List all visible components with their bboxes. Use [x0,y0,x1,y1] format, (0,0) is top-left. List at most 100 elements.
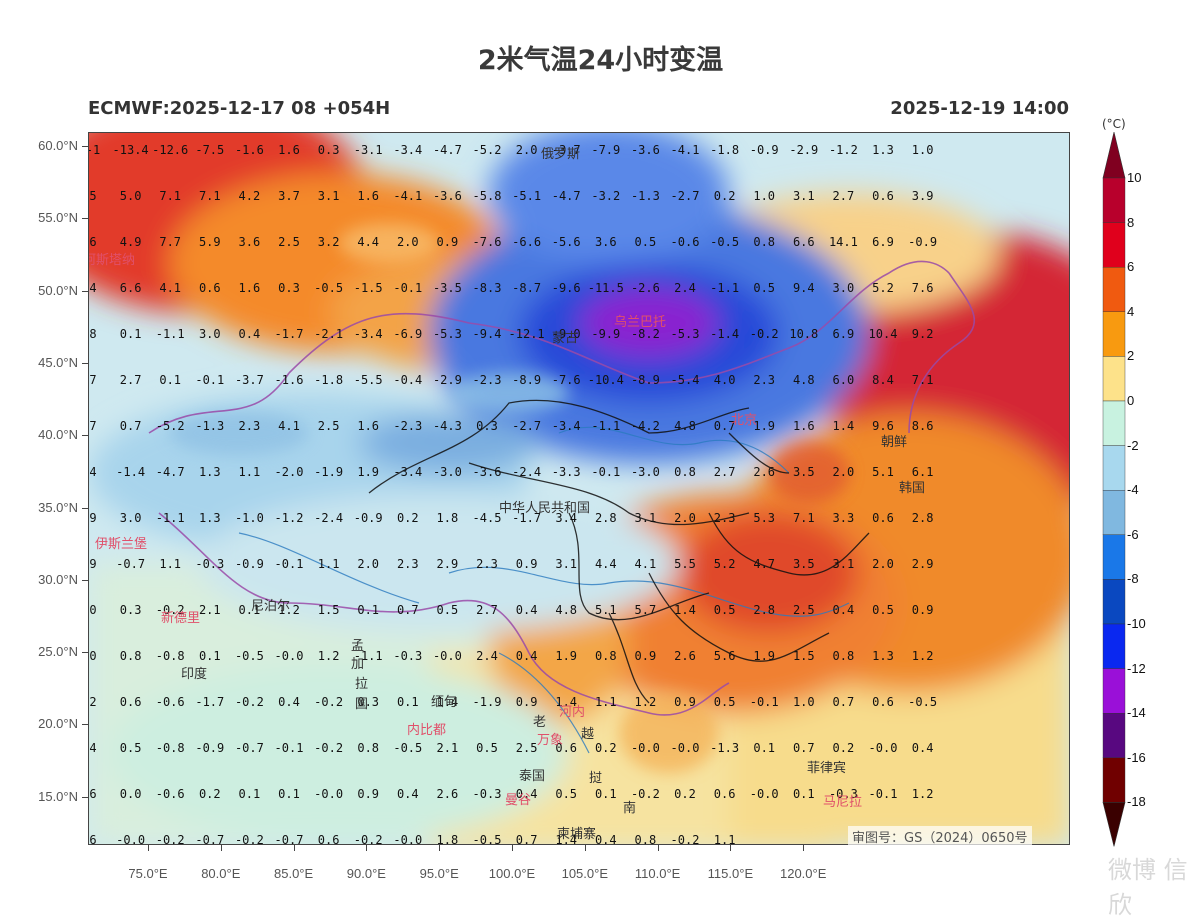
grid-value: -0.0 [116,833,146,845]
grid-value: 0.5 [436,603,459,617]
place-label: 韩国 [899,481,926,496]
grid-value: -0.2 [353,833,383,845]
grid-value: 2.8 [753,603,776,617]
grid-value: -9.0 [551,327,581,341]
map-base-layer [89,133,1069,844]
grid-value: 2.6 [436,787,459,801]
grid-value: -0.9 [749,143,779,157]
grid-value: 4.8 [792,373,815,387]
colorbar-label: -12 [1127,660,1146,676]
grid-value: 6 [89,787,97,801]
latitude-label: 20.0°N [38,716,78,732]
grid-value: 6 [89,833,97,845]
latitude-tick [82,146,88,147]
grid-value: 0.0 [119,787,142,801]
grid-value: -3.5 [432,281,462,295]
grid-value: 4.4 [594,557,617,571]
grid-value: -1.7 [195,695,225,709]
grid-value: 0.9 [515,695,538,709]
grid-value: -1.8 [710,143,740,157]
place-label: 泰国 [519,769,546,784]
grid-value: 7.7 [159,235,182,249]
grid-value: 8 [89,327,97,341]
colorbar-segment [1102,579,1126,625]
init-time-label: ECMWF:2025-12-17 08 +054H [88,98,391,119]
grid-value: 2.3 [396,557,419,571]
grid-value: 0.1 [119,327,142,341]
grid-value: -0.9 [908,235,938,249]
grid-value: 6 [89,235,97,249]
colorbar-segment [1102,534,1126,580]
grid-value: 8.6 [911,419,934,433]
grid-value: 1.4 [832,419,855,433]
grid-value: 5.2 [872,281,894,295]
grid-value: 0.7 [119,419,142,433]
latitude-label: 25.0°N [38,644,78,660]
grid-value: 1.0 [911,143,934,157]
grid-value: 0.4 [278,695,300,709]
grid-value: -0.5 [710,235,740,249]
colorbar-label: -16 [1127,749,1146,765]
colorbar-segment [1102,490,1126,536]
place-label: 北京 [731,413,758,428]
grid-value: 0.5 [476,741,498,755]
grid-value: -7.6 [472,235,502,249]
place-label: 内比都 [407,723,447,738]
grid-value: 1.6 [357,189,380,203]
grid-value: 2.7 [476,603,498,617]
place-label: 马尼拉 [823,795,863,810]
grid-value: -0.7 [116,557,146,571]
grid-value: -11.5 [587,281,624,295]
grid-value: -0.1 [591,465,621,479]
grid-value: 3.3 [832,511,855,525]
grid-value: 0.5 [119,741,142,755]
grid-value: -0.2 [155,603,185,617]
grid-value: 2.1 [436,741,459,755]
place-label: 印度 [181,667,208,682]
grid-value: -1.8 [314,373,344,387]
grid-value: -0.9 [234,557,264,571]
grid-value: -0.2 [234,833,264,845]
grid-value: 0.8 [674,465,696,479]
grid-value: 0.4 [515,787,538,801]
grid-value: -8.2 [630,327,660,341]
grid-value: 5.3 [753,511,776,525]
colorbar-unit: (°C) [1102,117,1126,131]
longitude-tick [220,845,222,851]
grid-value: -4.7 [551,189,581,203]
colorbar-label: 0 [1127,393,1135,408]
grid-value: 6.6 [119,281,142,295]
grid-value: -5.2 [472,143,502,157]
grid-value: 2.8 [594,511,617,525]
grid-value: -0.1 [195,373,225,387]
grid-value: 0.2 [198,787,221,801]
grid-value: -1.1 [591,419,621,433]
grid-value: 4 [89,741,97,755]
grid-value: 2.6 [753,465,776,479]
grid-value: 0 [89,603,97,617]
grid-value: -0.2 [155,833,185,845]
grid-value: -5.6 [551,235,581,249]
grid-value: 0.7 [713,419,736,433]
grid-value: -7.9 [591,143,621,157]
grid-value: -3.0 [630,465,660,479]
latitude-label: 35.0°N [38,499,78,515]
grid-value: -1.9 [472,695,502,709]
grid-value: -0.6 [155,787,185,801]
grid-value: -3.6 [472,465,502,479]
grid-value: -12.6 [152,143,189,157]
grid-value: 2.5 [317,419,340,433]
place-label: 阿斯塔纳 [88,253,136,268]
grid-value: -0.7 [195,833,225,845]
grid-value: 0.7 [832,695,855,709]
grid-value: -6.9 [393,327,423,341]
grid-value: 1.9 [357,465,380,479]
grid-value: -0.6 [155,695,185,709]
grid-value: -8.3 [472,281,502,295]
grid-value: 0.6 [198,281,221,295]
longitude-label: 110.0°E [634,866,681,881]
grid-value: 0.8 [753,235,776,249]
grid-value: 2.0 [674,511,696,525]
grid-value: -1.6 [234,143,264,157]
grid-value: -0.2 [630,787,660,801]
